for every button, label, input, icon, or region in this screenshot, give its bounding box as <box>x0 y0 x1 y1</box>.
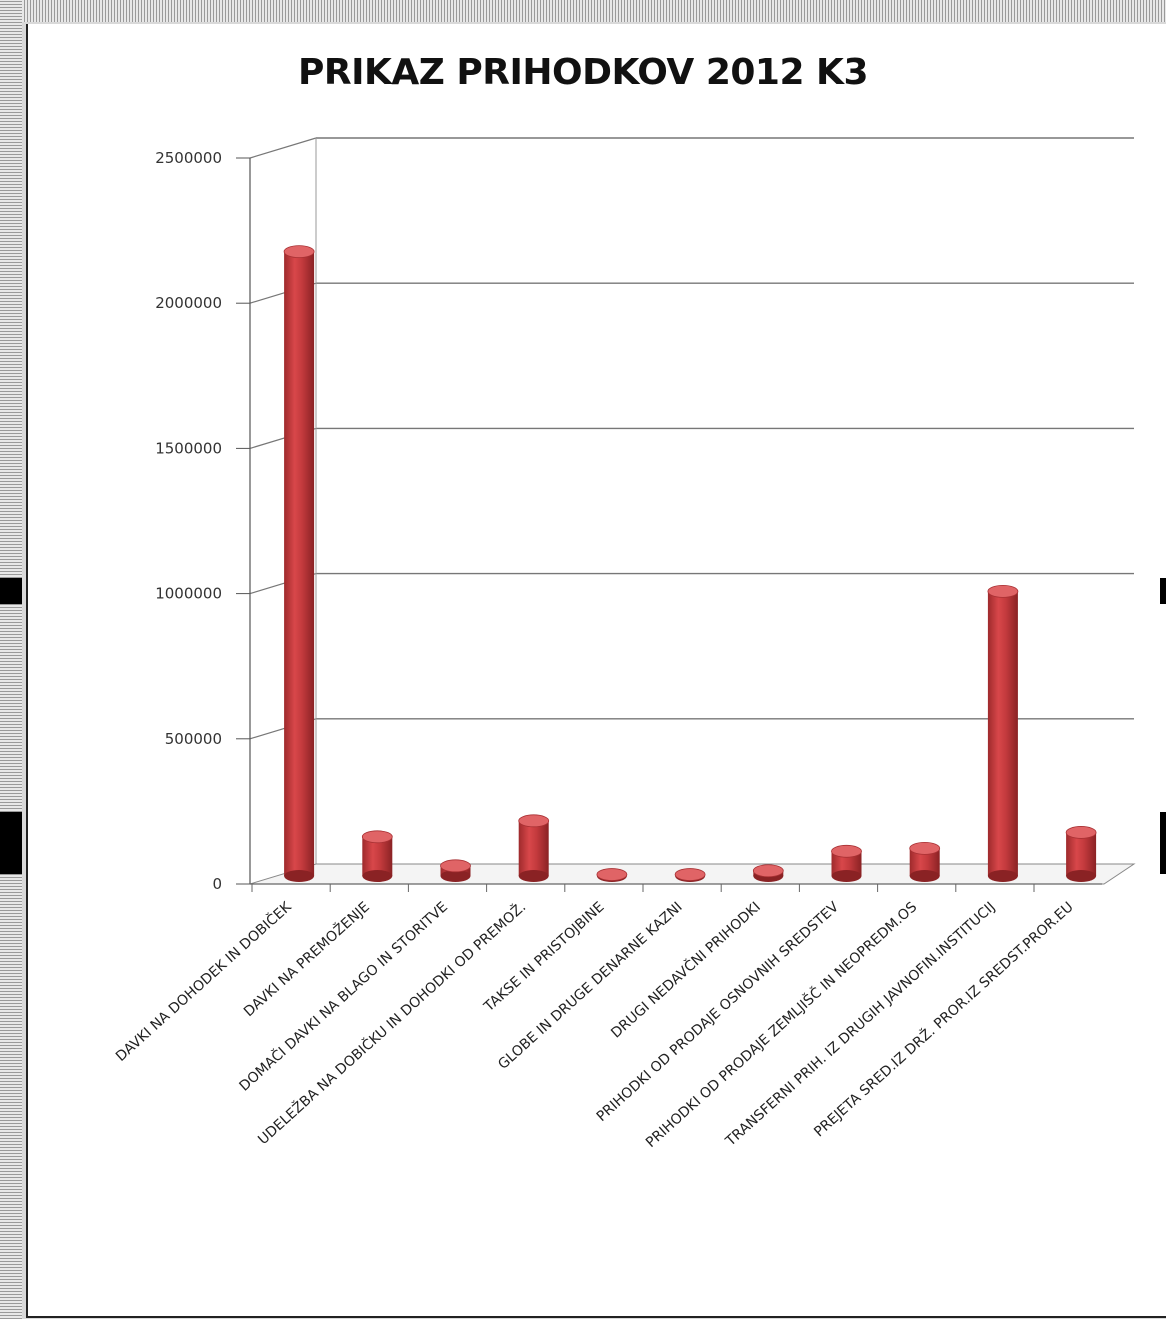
bar <box>361 830 393 882</box>
bar-top <box>674 868 706 881</box>
x-tick-label: PRIHODKI OD PRODAJE ZEMLJIŠČ IN NEOPREDM… <box>642 898 921 1151</box>
bar <box>987 585 1019 882</box>
bar <box>1065 826 1097 882</box>
bar-base <box>284 870 315 882</box>
bar-top <box>518 814 550 828</box>
bar-base <box>831 870 862 882</box>
bar-body <box>362 836 393 876</box>
bar-body <box>987 591 1018 876</box>
side-marker <box>0 812 22 874</box>
bar-body <box>518 820 549 876</box>
y-tick-label: 1000000 <box>155 585 222 603</box>
chart-title: PRIKAZ PRIHODKOV 2012 K3 <box>298 52 869 93</box>
bar-top <box>987 585 1019 598</box>
x-tick-label: DAVKI NA DOHODEK IN DOBIČEK <box>112 897 296 1065</box>
x-tick-label: DRUGI NEDAVČNI PRIHODKI <box>607 898 764 1042</box>
bar <box>674 868 706 882</box>
bar-base <box>909 870 940 882</box>
bar-base <box>440 870 471 882</box>
bar <box>831 844 862 882</box>
bar <box>596 868 628 882</box>
bar <box>518 814 550 882</box>
bar-top <box>440 859 471 873</box>
bar <box>752 864 784 882</box>
bar-base <box>987 870 1018 882</box>
bar-base <box>1066 870 1097 882</box>
y-tick-label: 1500000 <box>155 439 222 457</box>
bar-top <box>283 245 315 259</box>
bar-top <box>909 842 941 855</box>
bar-layer <box>283 245 1097 882</box>
bar-top <box>831 844 862 858</box>
x-tick-label: TRANSFERNI PRIH. IZ DRUGIH JAVNOFIN.INST… <box>722 899 998 1150</box>
bar <box>440 859 471 882</box>
side-marker <box>1160 578 1166 604</box>
bar-top <box>361 830 393 844</box>
window-frame-top <box>0 0 1166 22</box>
y-tick-label: 2000000 <box>155 294 222 312</box>
bar-base <box>362 870 393 882</box>
y-axis-ticks: 0 500000 1000000 1500000 2000000 2500000 <box>155 149 250 893</box>
bar <box>909 842 941 882</box>
bar-top <box>752 864 784 878</box>
bar-base <box>518 870 549 882</box>
side-marker <box>0 578 22 604</box>
gridline-side <box>249 137 317 159</box>
x-tick-label: DAVKI NA PREMOŽENJE <box>240 898 373 1020</box>
y-tick-label: 2500000 <box>155 149 222 167</box>
bar-top <box>1065 826 1097 839</box>
side-marker <box>1160 812 1166 874</box>
bar-body <box>1066 832 1097 876</box>
bar <box>283 245 315 882</box>
y-tick-label: 500000 <box>165 730 222 748</box>
bar-body <box>284 251 315 876</box>
chart-sheet <box>26 24 1166 1318</box>
y-tick-label: 0 <box>212 875 222 893</box>
bar-top <box>596 868 628 881</box>
x-tick-label: PREJETA SRED.IZ DRŽ. PROR.IZ SREDST.PROR… <box>810 898 1077 1141</box>
window-frame-left <box>0 0 22 1319</box>
x-tick-label: UDELEŽBA NA DOBIČKU IN DOHODKI OD PREMOŽ… <box>254 898 529 1149</box>
